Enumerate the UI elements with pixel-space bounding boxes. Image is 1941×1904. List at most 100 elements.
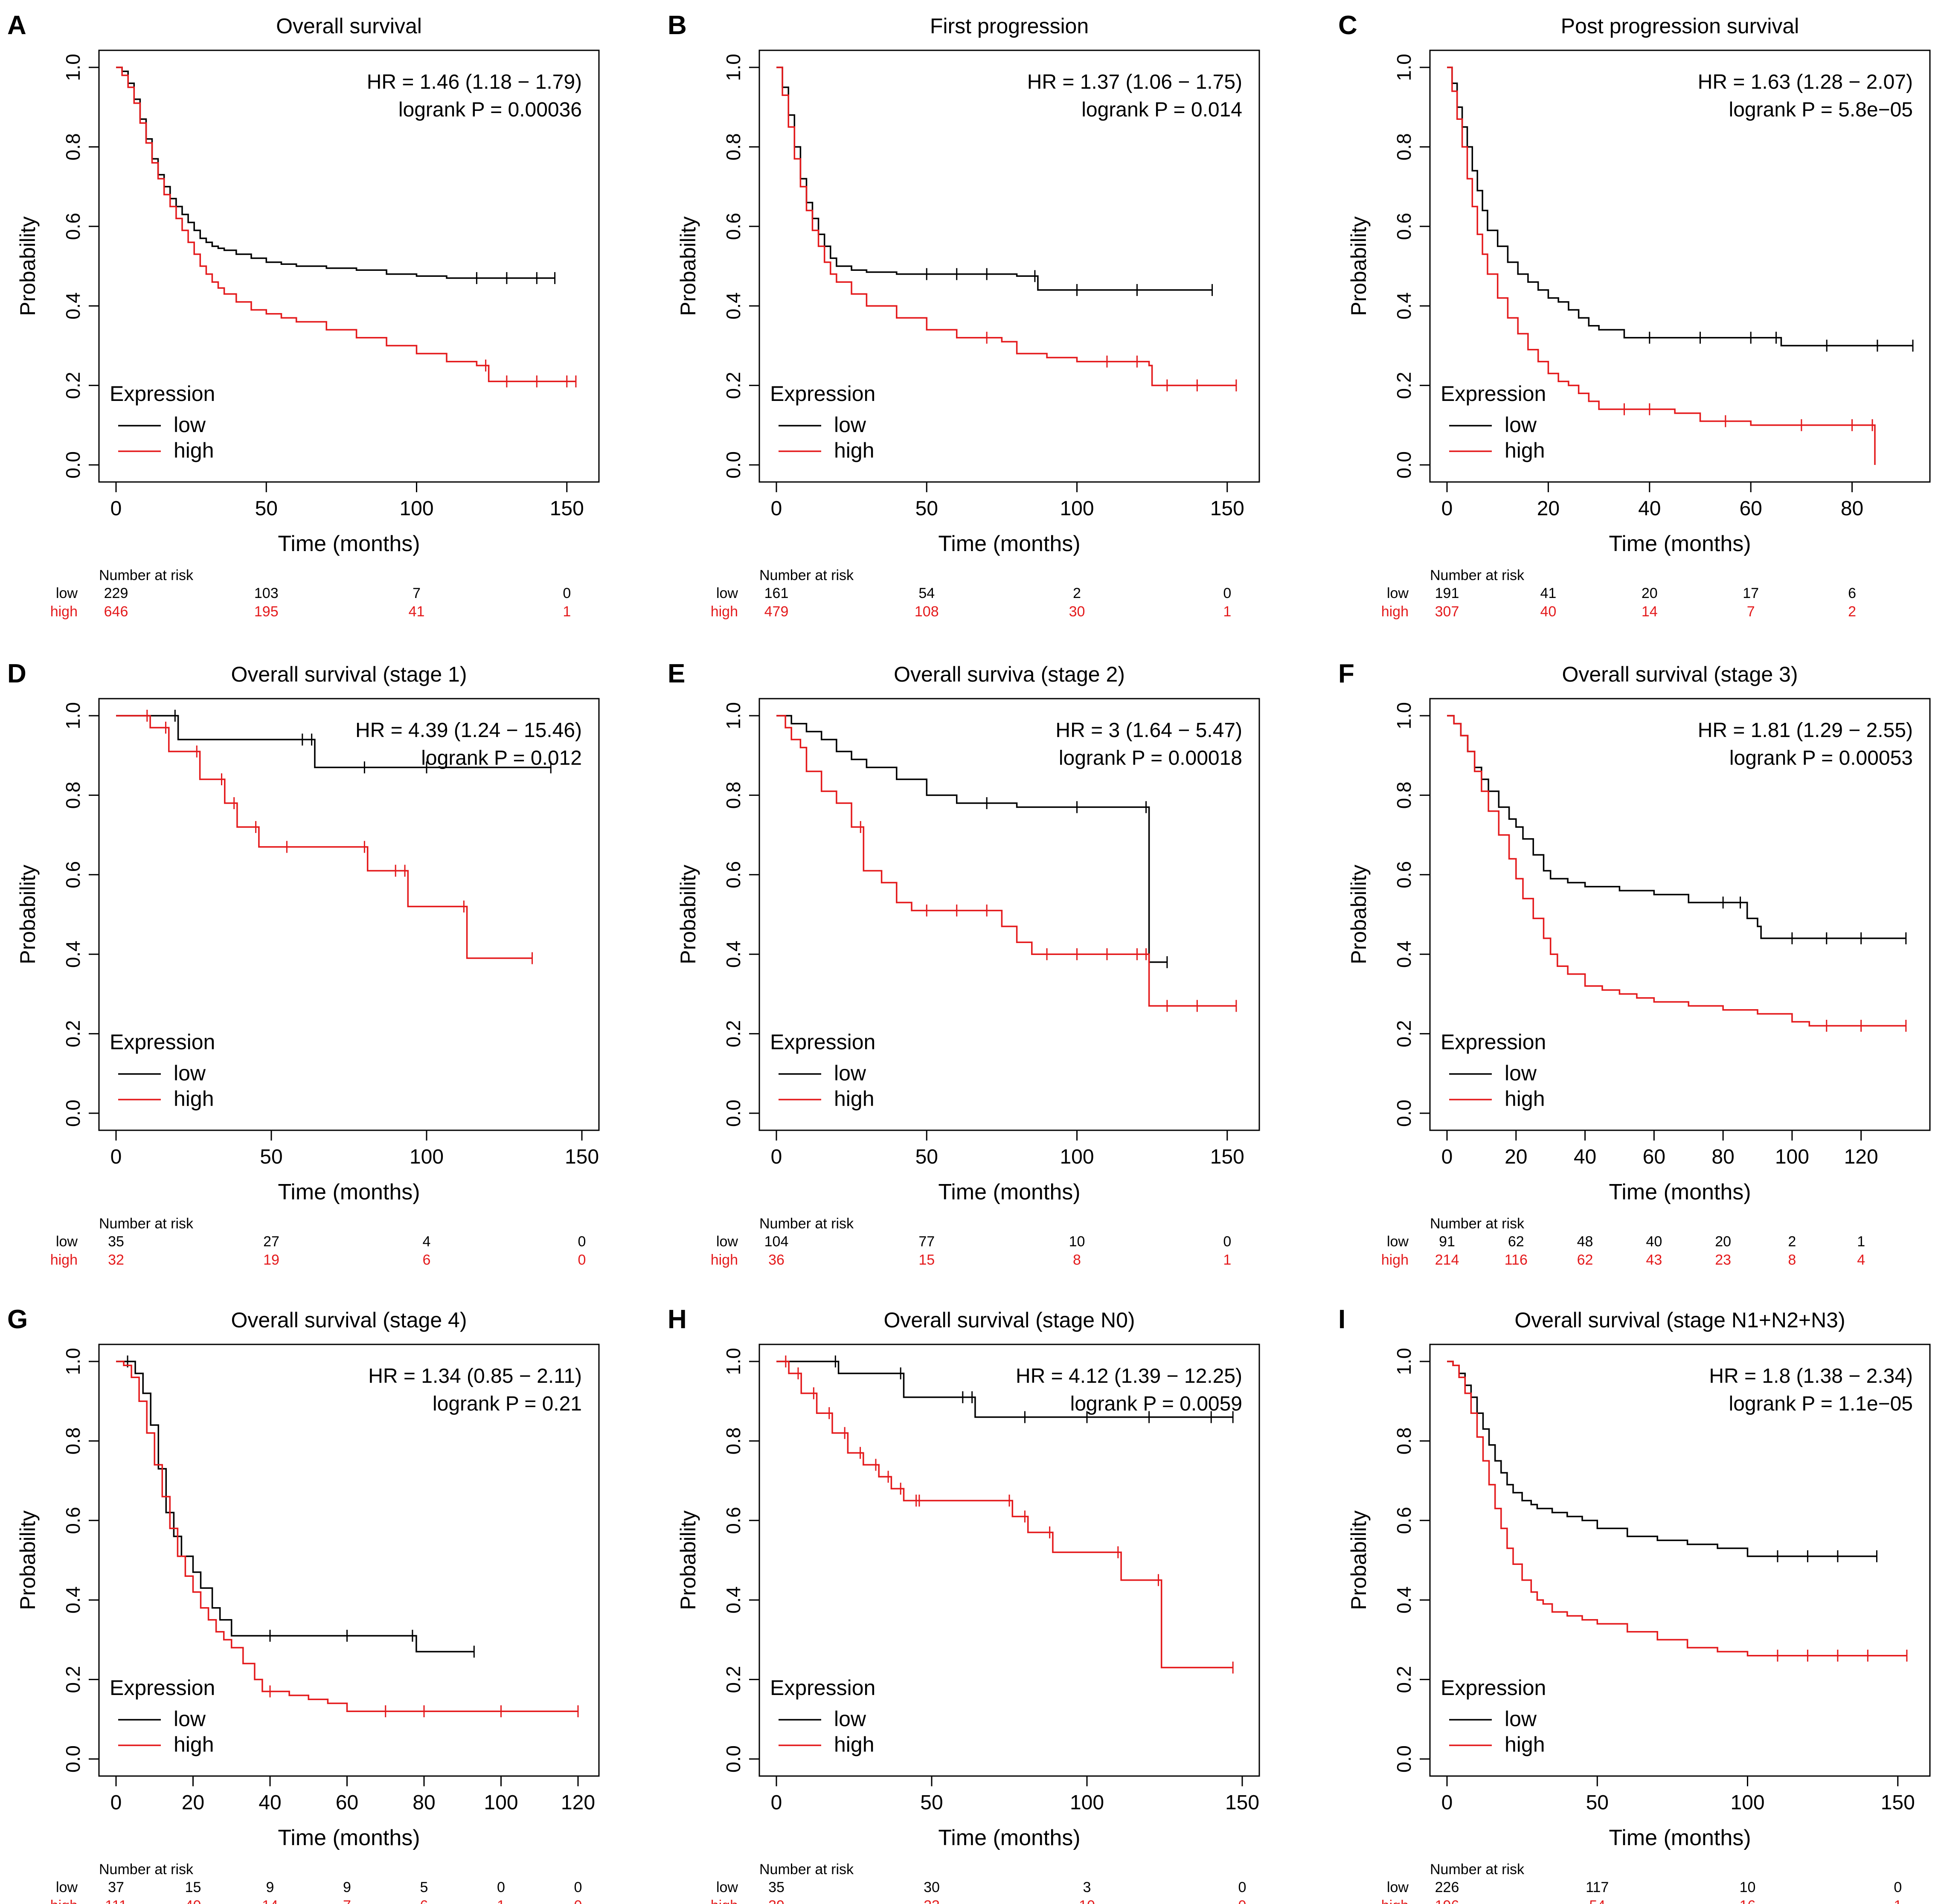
- x-tick-label: 0: [1441, 1791, 1453, 1814]
- risk-count-high: 1: [497, 1898, 505, 1904]
- curve-high: [1447, 67, 1876, 465]
- y-axis-label: Probability: [16, 216, 40, 316]
- risk-table-title: Number at risk: [1430, 1861, 1525, 1878]
- risk-count-low: 37: [108, 1879, 124, 1895]
- legend-low-label: low: [834, 1061, 866, 1085]
- plot-frame: [98, 49, 600, 483]
- logrank-p: logrank P = 0.014: [1081, 99, 1242, 121]
- curve-high: [1447, 715, 1906, 1027]
- x-tick-label: 0: [110, 1791, 122, 1814]
- risk-row-label-low: low: [1387, 1234, 1409, 1250]
- risk-count-high: 39: [768, 1898, 785, 1904]
- x-axis-label: Time (months): [1609, 1826, 1751, 1850]
- y-tick-label: 0.6: [62, 861, 84, 888]
- risk-row-label-high: high: [50, 604, 78, 620]
- risk-row-label-high: high: [711, 1252, 738, 1268]
- risk-count-high: 1: [1223, 1252, 1231, 1268]
- risk-count-low: 0: [563, 585, 571, 601]
- risk-count-high: 196: [1435, 1898, 1459, 1904]
- y-tick-label: 0.8: [62, 133, 84, 160]
- panel-b: B First progression 0.0 0.2 0.4 0.6 0.8 1.0 Prob…: [668, 11, 1260, 620]
- y-tick-label: 0.2: [722, 372, 744, 399]
- chart-title: Overall survival (stage N0): [883, 1308, 1135, 1332]
- risk-count-high: 43: [1646, 1252, 1662, 1268]
- y-tick-label: 0.6: [62, 1507, 84, 1534]
- chart-title: First progression: [930, 14, 1089, 38]
- panel-letter: B: [668, 11, 687, 40]
- x-tick-label: 150: [550, 497, 584, 520]
- risk-count-low: 104: [764, 1234, 789, 1250]
- y-axis-label: Probability: [1347, 1510, 1371, 1610]
- x-tick-label: 150: [1210, 1146, 1244, 1168]
- risk-count-low: 1: [1857, 1234, 1865, 1250]
- x-tick-label: 80: [413, 1791, 435, 1814]
- x-tick-label: 50: [1586, 1791, 1609, 1814]
- chart-title: Overall survival: [276, 14, 422, 38]
- legend-high-label: high: [174, 1087, 214, 1111]
- y-tick-label: 0.4: [62, 1586, 84, 1614]
- risk-count-high: 108: [915, 604, 939, 620]
- y-tick-label: 1.0: [722, 54, 744, 81]
- curve-high: [116, 1361, 578, 1712]
- legend-title: Expression: [110, 1676, 215, 1700]
- risk-row-label-low: low: [56, 1234, 78, 1250]
- chart-title: Overall survival (stage 4): [231, 1308, 467, 1332]
- risk-row-label-low: low: [1387, 585, 1409, 601]
- risk-count-low: 103: [254, 585, 279, 601]
- risk-count-high: 8: [1788, 1252, 1796, 1268]
- x-tick-label: 100: [410, 1146, 444, 1168]
- legend-title: Expression: [770, 1030, 875, 1054]
- curve-high: [1447, 1361, 1907, 1657]
- risk-count-high: 40: [185, 1898, 201, 1904]
- x-tick-label: 0: [1441, 1146, 1453, 1168]
- panel-letter: C: [1338, 11, 1357, 40]
- risk-count-low: 35: [768, 1879, 785, 1895]
- hazard-ratio: HR = 4.39 (1.24 − 15.46): [355, 719, 582, 742]
- x-axis-label: Time (months): [278, 1826, 420, 1850]
- x-tick-label: 50: [260, 1146, 282, 1168]
- risk-count-low: 77: [918, 1234, 935, 1250]
- risk-count-high: 195: [254, 604, 279, 620]
- y-tick-label: 1.0: [62, 54, 84, 81]
- x-tick-label: 0: [110, 1146, 122, 1168]
- hazard-ratio: HR = 4.12 (1.39 − 12.25): [1016, 1365, 1242, 1387]
- risk-count-high: 23: [1715, 1252, 1731, 1268]
- hazard-ratio: HR = 1.34 (0.85 − 2.11): [368, 1365, 582, 1387]
- y-tick-label: 1.0: [1393, 1348, 1415, 1375]
- risk-count-low: 40: [1646, 1234, 1662, 1250]
- y-tick-label: 0.2: [1393, 1020, 1415, 1048]
- x-tick-label: 0: [771, 1791, 782, 1814]
- y-tick-label: 0.0: [722, 1745, 744, 1773]
- y-tick-label: 0.8: [1393, 1427, 1415, 1454]
- y-tick-label: 0.8: [722, 1427, 744, 1454]
- legend-high-label: high: [174, 438, 214, 462]
- x-tick-label: 20: [1537, 497, 1560, 520]
- risk-row-label-high: high: [711, 1898, 738, 1904]
- plot-frame: [758, 698, 1260, 1131]
- hazard-ratio: HR = 1.37 (1.06 − 1.75): [1027, 71, 1242, 93]
- y-tick-label: 0.2: [1393, 1666, 1415, 1693]
- y-axis-label: Probability: [1347, 865, 1371, 964]
- risk-count-low: 10: [1069, 1234, 1085, 1250]
- y-tick-label: 0.0: [1393, 1745, 1415, 1773]
- risk-row-label-high: high: [711, 604, 738, 620]
- y-tick-label: 0.4: [62, 940, 84, 968]
- x-tick-label: 120: [561, 1791, 595, 1814]
- hazard-ratio: HR = 3 (1.64 − 5.47): [1055, 719, 1242, 742]
- risk-count-low: 0: [1223, 585, 1231, 601]
- legend-low-label: low: [1505, 413, 1537, 437]
- plot-frame: [98, 1344, 600, 1777]
- x-tick-label: 50: [920, 1791, 943, 1814]
- x-tick-label: 50: [915, 497, 938, 520]
- y-tick-label: 0.2: [62, 372, 84, 399]
- y-tick-label: 0.6: [62, 213, 84, 240]
- legend-high-label: high: [834, 1087, 875, 1111]
- panel-f: F Overall survival (stage 3) 0.0 0.2 0.4 0.6 0…: [1338, 659, 1931, 1268]
- risk-count-high: 111: [105, 1898, 127, 1904]
- y-tick-label: 0.8: [62, 1427, 84, 1454]
- y-axis-label: Probability: [676, 1510, 700, 1610]
- plot-frame: [98, 698, 600, 1131]
- y-tick-label: 0.2: [722, 1020, 744, 1048]
- risk-count-low: 2: [1073, 585, 1081, 601]
- curve-low: [1447, 67, 1913, 347]
